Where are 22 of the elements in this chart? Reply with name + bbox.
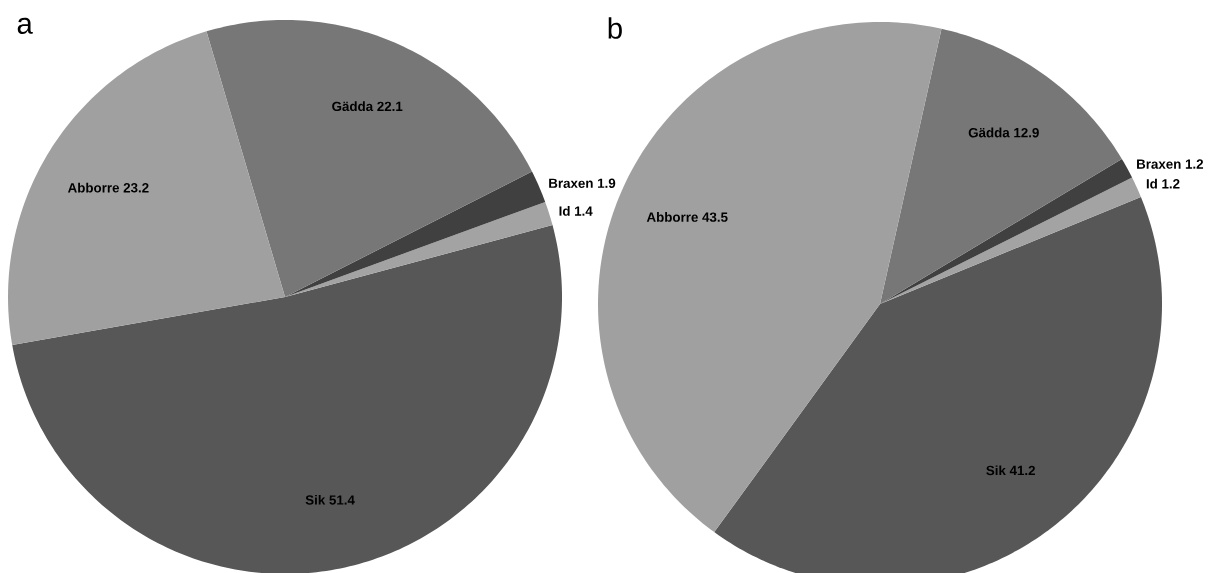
slice-label: Abborre bbox=[646, 212, 698, 222]
slice-label: Sik bbox=[986, 465, 1006, 476]
data-label: 1.9 bbox=[598, 178, 616, 188]
data-label: 1.2 bbox=[1185, 159, 1204, 169]
chart-title: a bbox=[17, 17, 33, 34]
slice-label: Id bbox=[559, 206, 570, 216]
data-label: 41.2 bbox=[1009, 465, 1035, 476]
slice-label: Gädda bbox=[332, 101, 374, 112]
slice-label: Sik bbox=[305, 494, 326, 505]
slice-label: Braxen bbox=[549, 178, 593, 188]
data-label: 12.9 bbox=[1014, 127, 1039, 138]
slice-label: Braxen bbox=[1137, 159, 1181, 169]
data-label: 22.1 bbox=[377, 101, 403, 111]
data-label: 1.4 bbox=[575, 206, 593, 216]
data-label: 43.5 bbox=[702, 212, 728, 222]
data-label: 51.4 bbox=[329, 495, 355, 505]
slice-label: Id bbox=[1146, 178, 1157, 189]
data-label: 1.2 bbox=[1162, 179, 1180, 189]
chart-title: b bbox=[608, 17, 622, 39]
slice-label: Gädda bbox=[968, 127, 1010, 138]
slice-label: Abborre bbox=[67, 182, 120, 193]
data-label: 23.2 bbox=[123, 183, 149, 193]
